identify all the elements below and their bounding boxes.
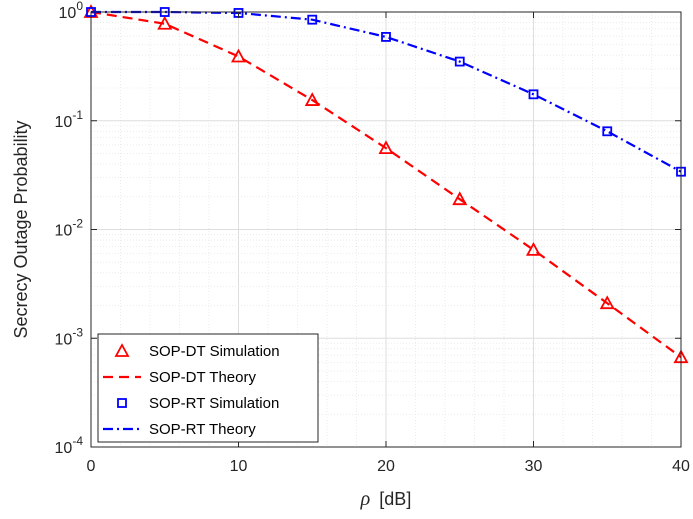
y-tick-label-exponent: -1 [72, 108, 83, 122]
legend-label: SOP-RT Theory [149, 421, 256, 438]
data-point [452, 191, 468, 206]
legend-entry: SOP-DT Theory [103, 369, 256, 386]
legend: SOP-DT Simulation SOP-DT Theory SOP-RT Sim… [97, 333, 319, 443]
data-point [378, 140, 394, 155]
y-tick-label: 100 [59, 0, 84, 22]
legend-marker [114, 343, 130, 357]
x-tick-label: 20 [377, 458, 395, 475]
y-tick-label: 10-1 [55, 108, 84, 131]
legend-entry: SOP-RT Simulation [117, 395, 279, 412]
y-tick-label-exponent: -2 [72, 217, 83, 231]
series-line [90, 10, 682, 359]
y-tick-label-base: 10 [55, 114, 73, 131]
y-tick-label-base: 10 [59, 5, 77, 22]
y-tick-label: 10-2 [55, 217, 84, 240]
data-point [602, 126, 613, 137]
y-tick-label: 10-4 [55, 434, 84, 457]
series-2 [90, 10, 682, 359]
y-tick-label-exponent: -3 [72, 325, 83, 339]
data-point [454, 56, 465, 67]
y-tick-label-exponent: -4 [72, 434, 83, 448]
data-point [599, 295, 615, 310]
legend-entry: SOP-DT Simulation [114, 343, 280, 360]
legend-box [97, 333, 319, 443]
x-tick-label: 40 [672, 458, 690, 475]
legend-label: SOP-DT Simulation [149, 343, 280, 360]
legend-label: SOP-DT Theory [149, 369, 256, 386]
y-tick-label-base: 10 [55, 331, 73, 348]
x-axis-label: ρ [dB] [360, 488, 412, 510]
data-point [381, 32, 391, 42]
data-point [525, 241, 542, 256]
data-point [304, 92, 320, 106]
legend-marker [117, 398, 127, 408]
x-axis-label-unit: [dB] [379, 489, 411, 509]
y-tick-label-exponent: 0 [76, 0, 83, 13]
x-tick-label: 0 [87, 458, 96, 475]
data-point [528, 89, 539, 100]
y-axis-label: Secrecy Outage Probability [11, 120, 31, 338]
y-tick-label: 10-3 [55, 325, 84, 348]
legend-label: SOP-RT Simulation [149, 395, 279, 412]
y-tick-label-base: 10 [55, 223, 73, 240]
x-axis-ticks: 0 10 20 30 40 [87, 12, 690, 475]
x-axis-label-symbol: ρ [360, 488, 371, 510]
x-tick-label: 10 [230, 458, 248, 475]
legend-entry: SOP-RT Theory [103, 421, 256, 438]
x-tick-label: 30 [525, 458, 543, 475]
y-tick-label-base: 10 [55, 440, 73, 457]
